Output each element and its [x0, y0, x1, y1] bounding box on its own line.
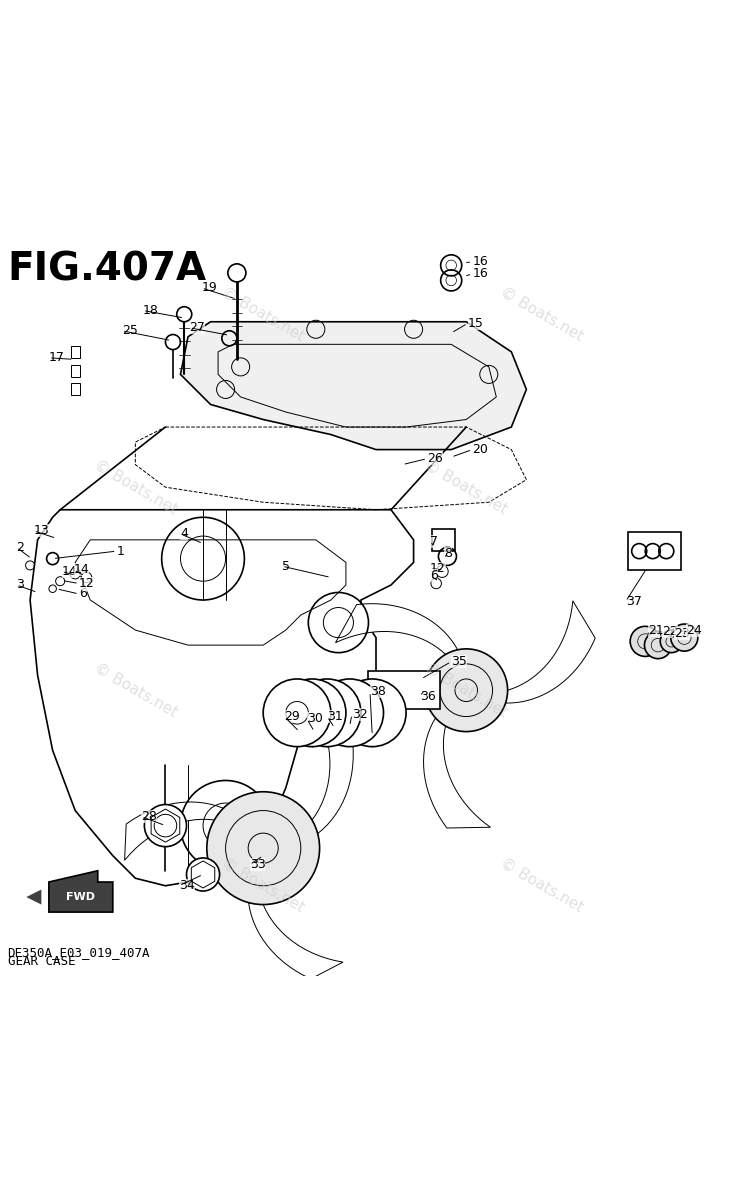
Polygon shape: [180, 322, 526, 450]
Text: 6: 6: [430, 570, 438, 582]
Text: 12: 12: [79, 577, 95, 590]
Text: 25: 25: [122, 324, 138, 337]
Circle shape: [278, 679, 346, 746]
Polygon shape: [49, 871, 113, 912]
Text: © Boats.net: © Boats.net: [219, 856, 308, 916]
Text: 21: 21: [648, 624, 664, 636]
Text: 5: 5: [282, 559, 290, 572]
Text: © Boats.net: © Boats.net: [422, 660, 511, 720]
Circle shape: [671, 624, 698, 652]
Text: 34: 34: [179, 880, 195, 893]
Text: 24: 24: [686, 624, 702, 636]
Text: 30: 30: [307, 713, 323, 725]
Polygon shape: [30, 510, 414, 886]
Text: 20: 20: [472, 443, 488, 456]
Text: 31: 31: [327, 710, 343, 724]
Text: 8: 8: [444, 547, 452, 560]
Text: 37: 37: [626, 595, 641, 608]
Polygon shape: [505, 601, 596, 703]
Text: 4: 4: [180, 527, 188, 540]
Text: 23: 23: [674, 628, 690, 641]
Circle shape: [293, 679, 361, 746]
Bar: [432, 528, 455, 551]
Bar: [628, 533, 681, 570]
Circle shape: [144, 804, 186, 847]
Polygon shape: [312, 722, 353, 834]
Circle shape: [425, 649, 508, 732]
Text: FWD: FWD: [66, 892, 95, 902]
Text: 27: 27: [190, 322, 205, 335]
Text: 35: 35: [451, 655, 467, 668]
Text: 18: 18: [143, 304, 159, 317]
Text: DF350A_E03_019_407A: DF350A_E03_019_407A: [8, 946, 150, 959]
Text: © Boats.net: © Boats.net: [497, 284, 586, 344]
Text: © Boats.net: © Boats.net: [91, 660, 180, 720]
Circle shape: [338, 679, 406, 746]
Text: 36: 36: [420, 690, 435, 703]
Text: 2: 2: [17, 541, 24, 554]
Polygon shape: [335, 604, 458, 654]
Text: 3: 3: [17, 578, 24, 592]
Text: 1: 1: [117, 545, 124, 558]
Bar: [71, 365, 80, 377]
Polygon shape: [423, 718, 490, 828]
Circle shape: [186, 858, 220, 892]
Text: 26: 26: [427, 452, 443, 466]
Circle shape: [660, 630, 683, 653]
Text: 13: 13: [34, 524, 50, 538]
Bar: [368, 672, 440, 709]
Text: 32: 32: [352, 708, 368, 721]
Text: 14: 14: [62, 565, 77, 578]
Polygon shape: [249, 902, 343, 979]
Polygon shape: [26, 889, 41, 905]
Bar: [71, 346, 80, 358]
Text: FIG.407A: FIG.407A: [8, 251, 207, 288]
Circle shape: [644, 631, 672, 659]
Text: 19: 19: [202, 282, 217, 294]
Text: 15: 15: [468, 317, 484, 330]
Text: 16: 16: [472, 256, 488, 268]
Text: © Boats.net: © Boats.net: [91, 457, 180, 517]
Text: 28: 28: [141, 810, 157, 823]
Text: © Boats.net: © Boats.net: [422, 457, 511, 517]
Text: 29: 29: [284, 710, 300, 724]
Circle shape: [316, 679, 384, 746]
Text: GEAR CASE: GEAR CASE: [8, 955, 75, 968]
Text: 6: 6: [79, 588, 86, 600]
Text: 14: 14: [74, 564, 89, 576]
Bar: [71, 384, 80, 396]
Circle shape: [630, 626, 660, 656]
Text: © Boats.net: © Boats.net: [497, 856, 586, 916]
Text: 16: 16: [472, 268, 488, 280]
Text: 17: 17: [49, 352, 65, 365]
Circle shape: [263, 679, 331, 746]
Text: 12: 12: [430, 562, 446, 575]
Text: 38: 38: [370, 685, 386, 698]
Text: © Boats.net: © Boats.net: [219, 284, 308, 344]
Circle shape: [207, 792, 320, 905]
Text: 33: 33: [250, 858, 265, 871]
Polygon shape: [125, 802, 223, 860]
Text: 22: 22: [662, 625, 678, 638]
Text: 7: 7: [430, 535, 438, 548]
